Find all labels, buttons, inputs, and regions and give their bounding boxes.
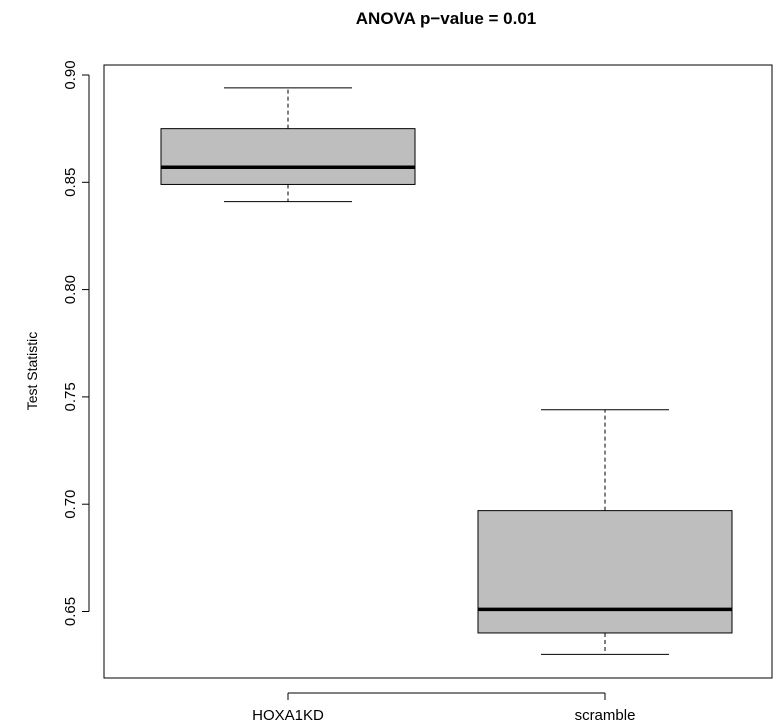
y-tick-label: 0.70: [62, 490, 79, 519]
x-tick-label: scramble: [575, 707, 636, 724]
x-axis: HOXA1KD scramble: [252, 692, 636, 724]
iqr-box: [477, 510, 733, 634]
boxes: [160, 87, 733, 655]
x-tick-label: HOXA1KD: [252, 707, 324, 724]
y-tick-label: 0.65: [62, 597, 79, 626]
y-axis-label: Test Statistic: [24, 332, 40, 411]
plot-frame: [103, 64, 773, 679]
box-HOXA1KD: [160, 87, 416, 203]
chart-title: ANOVA p−value = 0.01: [356, 9, 536, 28]
box-scramble: [477, 409, 733, 655]
y-tick-label: 0.90: [62, 60, 79, 89]
y-tick-label: 0.75: [62, 382, 79, 411]
y-tick-label: 0.80: [62, 275, 79, 304]
y-tick-label: 0.85: [62, 168, 79, 197]
iqr-box: [160, 128, 416, 185]
y-axis: 0.65 0.70 0.75 0.80 0.85 0.90: [62, 60, 90, 626]
